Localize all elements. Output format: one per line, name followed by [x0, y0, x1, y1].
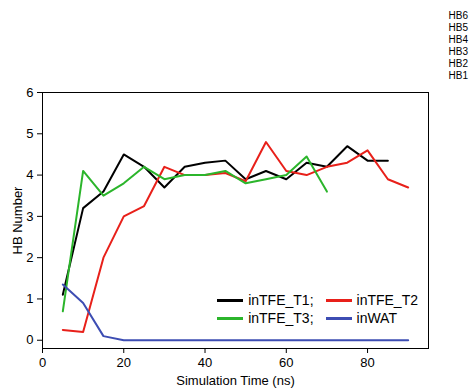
- svg-text:20: 20: [117, 355, 131, 370]
- html-text:inTFE_T3;: inTFE_T3;: [248, 310, 314, 326]
- svg-text:2: 2: [26, 250, 33, 265]
- svg-text:80: 80: [360, 355, 374, 370]
- html-text:HB6: HB6: [448, 10, 468, 21]
- svg-text:5: 5: [26, 126, 33, 141]
- html-text:HB3: HB3: [448, 46, 468, 57]
- svg-text:40: 40: [198, 355, 212, 370]
- svg-text:HB Number: HB Number: [10, 186, 25, 255]
- svg-text:60: 60: [279, 355, 293, 370]
- svg-text:0: 0: [26, 332, 33, 347]
- html-text:HB2: HB2: [448, 58, 468, 69]
- html-text:inWAT: inWAT: [356, 310, 397, 326]
- svg-text:Simulation Time (ns): Simulation Time (ns): [176, 373, 294, 388]
- svg-text:1: 1: [26, 291, 33, 306]
- html-text:inTFE_T1;: inTFE_T1;: [248, 292, 314, 308]
- html-text:HB4: HB4: [448, 34, 468, 45]
- html-text:HB1: HB1: [448, 70, 468, 81]
- svg-text:0: 0: [39, 355, 46, 370]
- svg-text:3: 3: [26, 209, 33, 224]
- svg-text:6: 6: [26, 85, 33, 100]
- html-text:inTFE_T2: inTFE_T2: [356, 292, 418, 308]
- svg-text:4: 4: [26, 167, 33, 182]
- html-text:HB5: HB5: [448, 22, 468, 33]
